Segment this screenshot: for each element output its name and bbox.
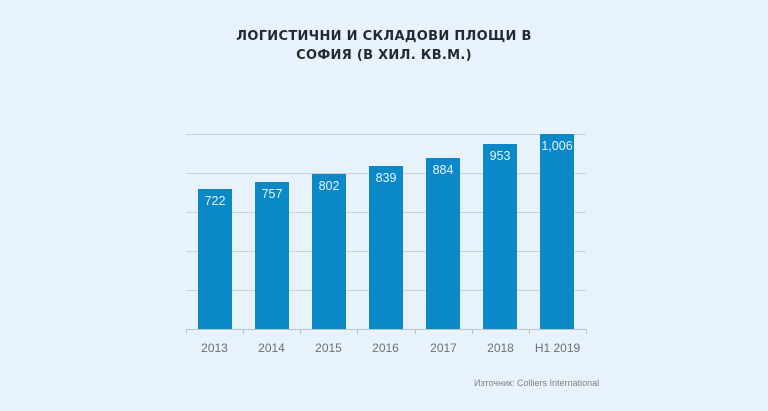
x-axis-tick (357, 329, 358, 334)
bar-2017: 884 (426, 158, 460, 329)
source-note: Източник: Colliers International (474, 378, 600, 388)
bar-value-label: 757 (261, 187, 283, 201)
bar-value-label: 1,006 (541, 139, 573, 153)
chart-title-line-2: СОФИЯ (В ХИЛ. КВ.М.) (296, 48, 472, 63)
gridline (186, 134, 586, 135)
x-axis-tick (586, 329, 587, 334)
bar-2013: 722 (198, 189, 232, 329)
bar-value-label: 722 (204, 194, 226, 208)
x-axis-label: 2015 (315, 341, 342, 355)
bar-2014: 757 (255, 182, 289, 329)
plot-area: 722 757 802 839 884 953 1,006 (186, 134, 587, 334)
x-axis-label: 2013 (201, 341, 228, 355)
bar-2016: 839 (369, 166, 403, 329)
x-axis-tick (472, 329, 473, 334)
chart-title: ЛОГИСТИЧНИ И СКЛАДОВИ ПЛОЩИ В СОФИЯ (В Х… (0, 27, 768, 65)
bar-h1-2019: 1,006 (540, 134, 574, 329)
bar-2018: 953 (483, 144, 517, 329)
chart-title-line-1: ЛОГИСТИЧНИ И СКЛАДОВИ ПЛОЩИ В (236, 29, 532, 44)
bar-value-label: 953 (489, 149, 511, 163)
x-axis-tick (529, 329, 530, 334)
x-axis-tick (300, 329, 301, 334)
bar-2015: 802 (312, 174, 346, 329)
x-axis-tick (243, 329, 244, 334)
x-axis-label: 2014 (258, 341, 285, 355)
x-axis-label: 2017 (430, 341, 457, 355)
bar-value-label: 839 (375, 171, 397, 185)
x-axis-tick (415, 329, 416, 334)
bar-value-label: 884 (432, 163, 454, 177)
x-axis-label: H1 2019 (534, 341, 581, 355)
x-axis-label: 2018 (487, 341, 514, 355)
bar-value-label: 802 (318, 179, 340, 193)
x-axis-line (186, 329, 586, 330)
x-axis-tick (186, 329, 187, 334)
x-axis-label: 2016 (372, 341, 399, 355)
